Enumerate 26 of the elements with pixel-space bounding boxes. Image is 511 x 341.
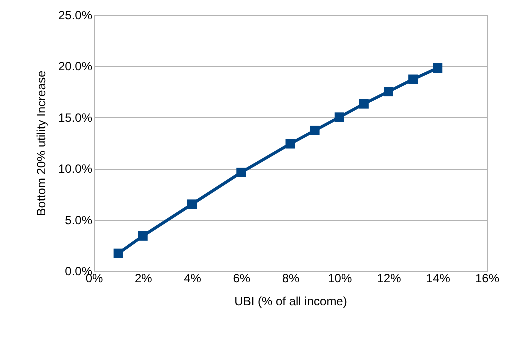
y-tick-label: 25.0% — [58, 8, 93, 22]
point — [359, 99, 369, 109]
x-tick-label: 4% — [184, 272, 202, 286]
point — [334, 112, 344, 122]
point — [384, 87, 394, 97]
point — [286, 139, 296, 149]
y-tick-label: 15.0% — [58, 110, 93, 125]
point — [114, 248, 124, 258]
x-axis-title: UBI (% of all income) — [234, 294, 348, 308]
y-tick-label: 5.0% — [65, 213, 93, 228]
y-tick-label: 20.0% — [58, 60, 93, 74]
x-tick-label: 16% — [475, 272, 500, 286]
x-tick-label: 6% — [233, 272, 251, 286]
y-axis-title: Bottom 20% utility Increase — [34, 70, 48, 216]
x-tick-label: 10% — [328, 272, 352, 286]
point — [188, 200, 197, 210]
x-tick-label: 14% — [426, 272, 451, 286]
point — [138, 231, 148, 241]
x-tick-label: 2% — [134, 272, 153, 286]
x-tick-label: 12% — [377, 272, 402, 286]
point — [236, 168, 246, 178]
y-tick-label: 10.0% — [58, 162, 93, 176]
point — [408, 74, 418, 84]
point — [433, 64, 443, 73]
x-tick-label: 8% — [282, 272, 300, 286]
point — [310, 126, 320, 136]
